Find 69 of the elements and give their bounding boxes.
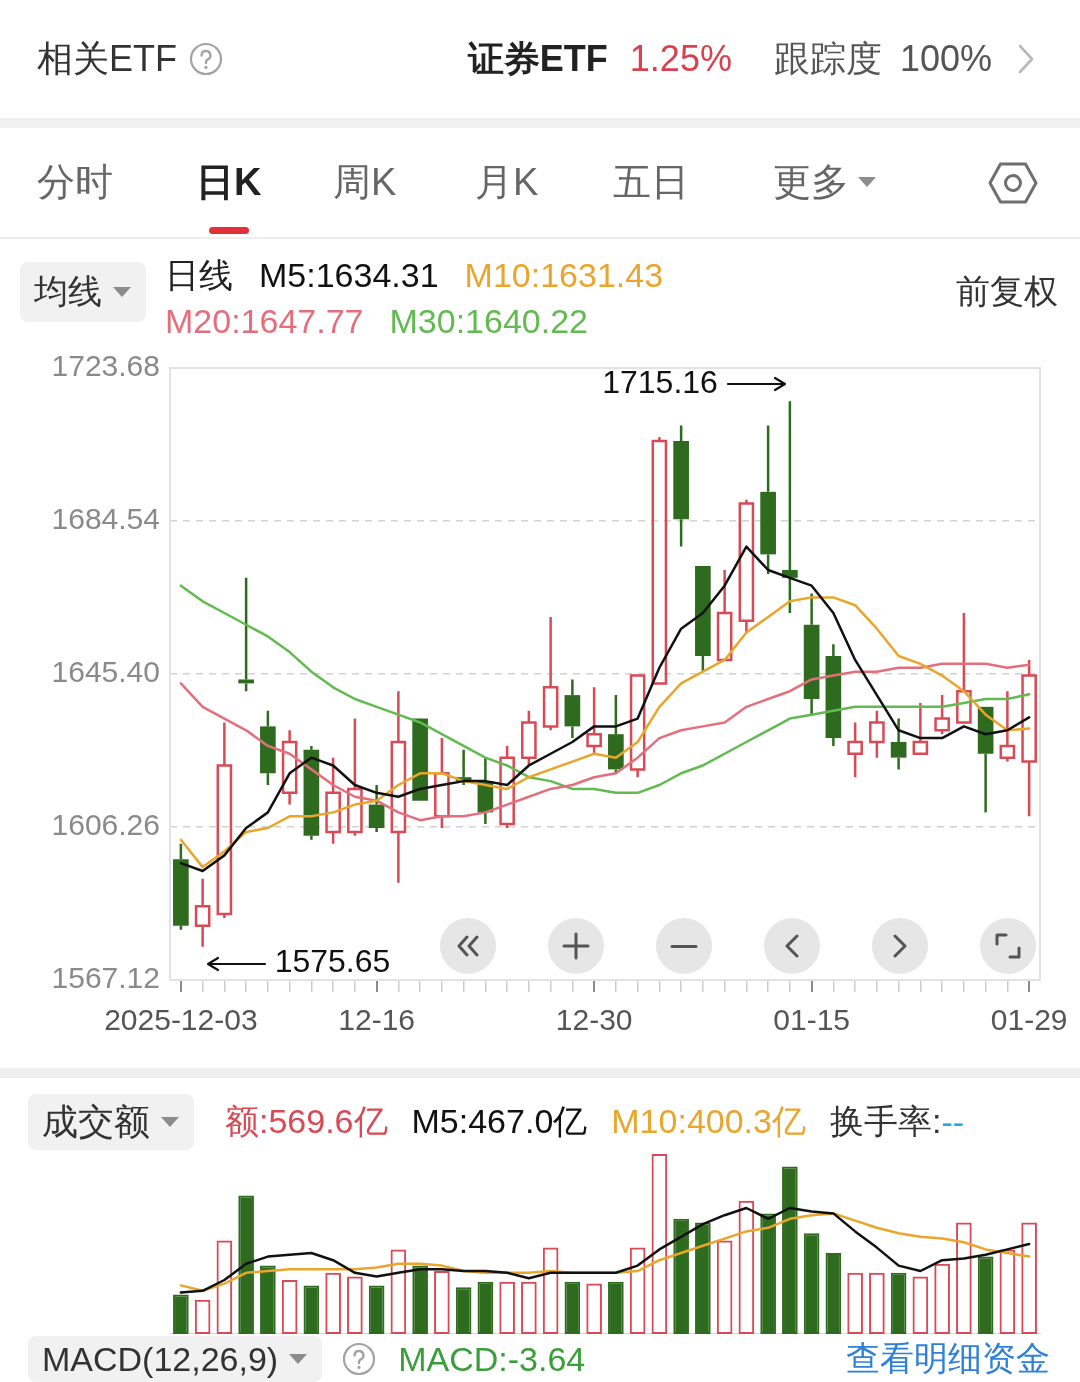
text: 100% (899, 38, 992, 80)
text: M5:467.0亿 (411, 1101, 588, 1142)
candlestick (934, 693, 950, 736)
chart-title: 成交额 (42, 1099, 150, 1144)
text: M30:1640.22 (389, 301, 588, 342)
text: 跟踪度 (773, 36, 882, 81)
candlestick (347, 717, 363, 838)
candlestick (260, 709, 276, 787)
candlestick (912, 701, 929, 755)
candlestick (1021, 658, 1037, 818)
candlestick (173, 842, 189, 931)
series-label: 额:569.6亿 (225, 1101, 388, 1142)
text: 日K (196, 159, 262, 205)
candlestick (216, 721, 233, 920)
dropdown: MACD(12,26,9) (28, 1336, 323, 1382)
candlestick (390, 689, 407, 884)
y-tick-label: 1723.68 (51, 349, 160, 383)
candlestick (521, 709, 537, 767)
text: 1.25% (629, 38, 732, 80)
legend-title: 日线 (165, 255, 233, 296)
text: 月K (475, 159, 539, 205)
text: 更多 (773, 159, 849, 205)
candlestick (194, 877, 211, 948)
candlestick (956, 611, 972, 724)
text: 相关ETF (37, 36, 177, 81)
text: M20:1647.77 (165, 301, 364, 342)
x-tick-label: 2025-12-03 (104, 1003, 258, 1037)
text: M10:400.3亿 (611, 1101, 806, 1142)
y-tick-label: 1684.54 (51, 502, 160, 536)
y-tick-label: 1567.12 (51, 961, 160, 995)
text: MACD:-3.64 (398, 1339, 586, 1379)
text: M10:1631.43 (464, 255, 664, 296)
candlestick (368, 783, 385, 834)
candlestick (651, 435, 668, 685)
x-tick-label: 12-16 (338, 1003, 415, 1037)
candlestick (564, 678, 581, 740)
candlestick (238, 576, 254, 693)
annotation: 1575.65 (274, 943, 391, 980)
text: 证券ETF (467, 36, 608, 81)
candlestick (542, 615, 559, 732)
text: -- (941, 1102, 965, 1142)
text: M5:1634.31 (259, 255, 439, 296)
candlestick (869, 709, 885, 759)
text: 分时 (37, 159, 113, 205)
candlestick (803, 592, 820, 716)
candlestick (325, 756, 341, 845)
candlestick (716, 568, 733, 662)
dropdown: 均线 (20, 262, 146, 322)
text: 五日 (613, 159, 689, 205)
candlestick (673, 424, 689, 548)
candlestick (760, 424, 776, 576)
annotation: 1715.16 (602, 364, 718, 401)
y-tick-label: 1645.40 (51, 655, 160, 689)
x-tick-label: 01-15 (773, 1003, 850, 1037)
chart-title: 均线 (34, 271, 102, 312)
text: 前复权 (956, 271, 1058, 312)
y-tick-label: 1606.26 (51, 808, 160, 842)
x-tick-label: 12-30 (555, 1003, 633, 1037)
text: 周K (333, 159, 397, 205)
candlestick (608, 693, 624, 775)
candlestick (999, 689, 1016, 763)
dropdown: 成交额 (28, 1094, 194, 1150)
candlestick (847, 721, 863, 779)
text: 查看明细资金 (846, 1338, 1050, 1379)
text: 换手率: (829, 1101, 942, 1142)
candlestick (825, 643, 842, 748)
candlestick (890, 717, 907, 771)
candlestick (586, 686, 602, 755)
x-tick-label: 01-29 (990, 1003, 1068, 1037)
